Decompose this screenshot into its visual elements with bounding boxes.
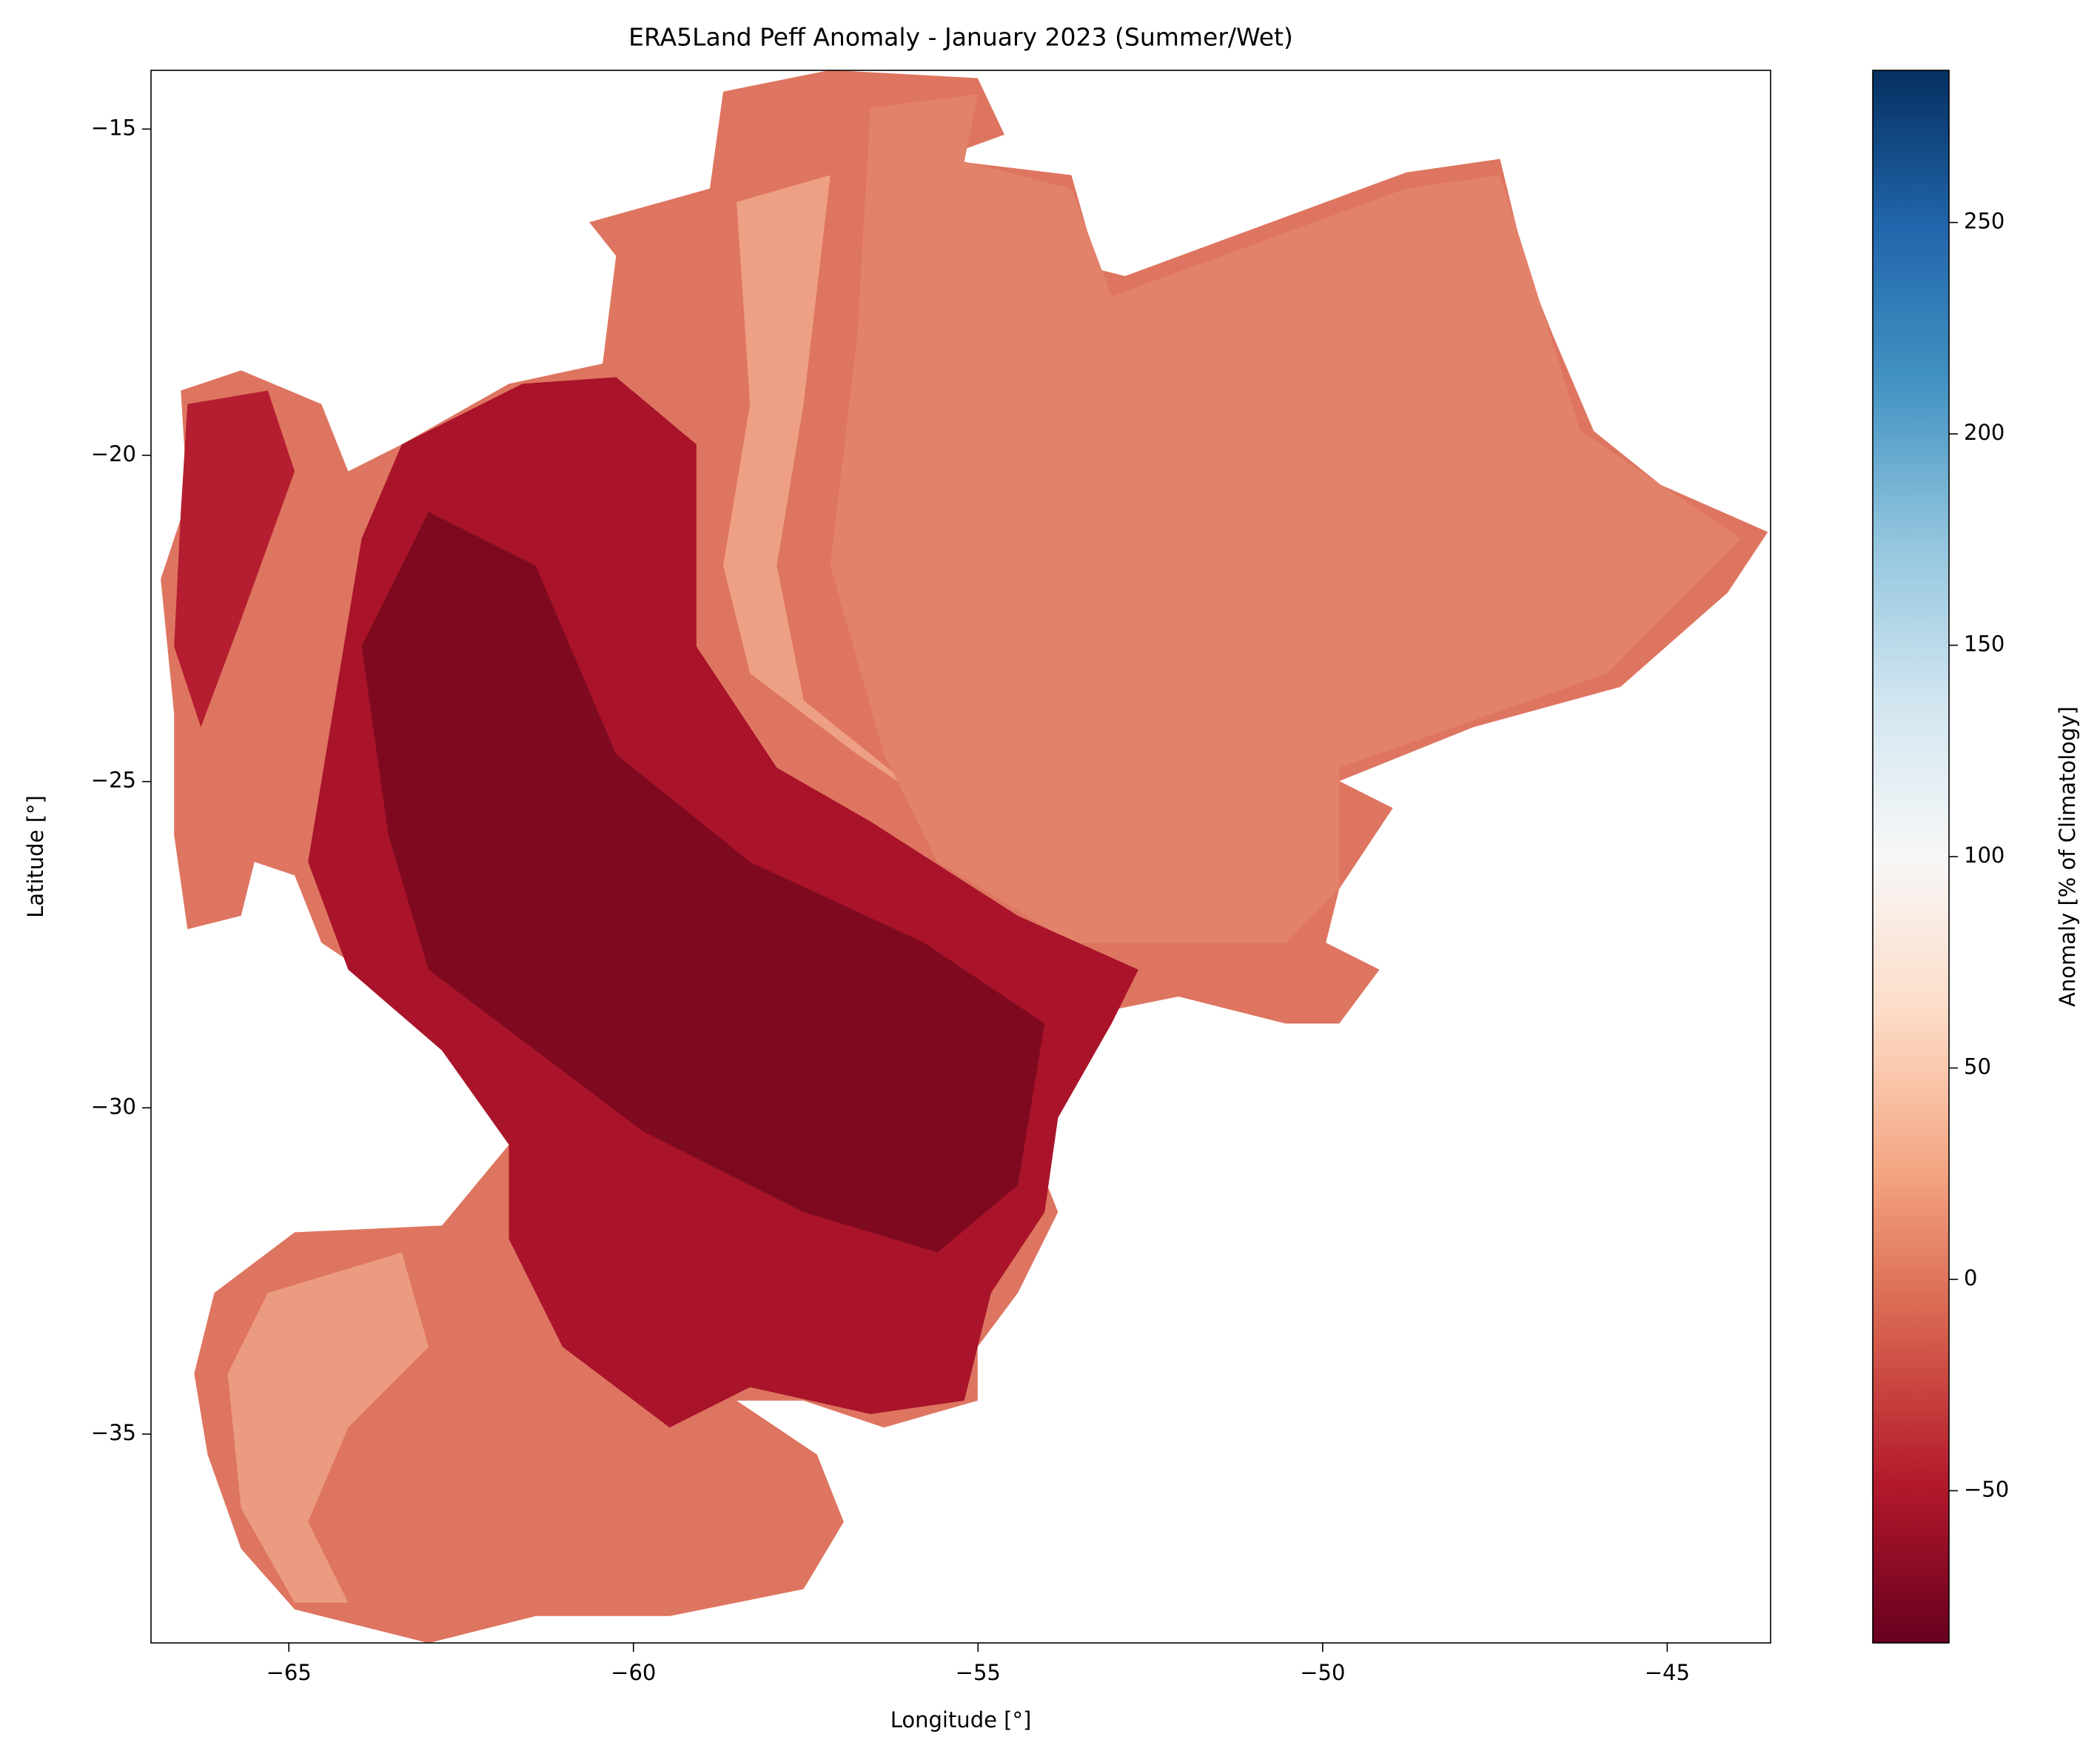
y-tick-label: −30 [91,1094,136,1119]
region-west [174,390,295,728]
y-tick-label: −35 [91,1420,136,1445]
y-tick-label: −25 [91,768,136,793]
x-tick-label: −55 [956,1660,1001,1685]
x-tick-label: −60 [611,1660,656,1685]
colorbar-label: Anomaly [% of Climatology] [2055,706,2080,1007]
region-light [723,175,938,808]
field-map [161,70,1768,1643]
colorbar-tick-label: 0 [1964,1265,1977,1290]
x-tick-label: −65 [266,1660,312,1685]
y-tick-label: −15 [91,115,136,140]
axes-frame [150,70,1771,1644]
colorbar-tick-label: 150 [1964,632,2005,657]
y-tick-label: −20 [91,441,136,466]
colorbar-tick-label: 50 [1964,1054,1991,1079]
colorbar-tick-label: −50 [1964,1476,2009,1501]
colorbar-tick-label: 200 [1964,420,2005,445]
x-tick-label: −45 [1645,1660,1690,1685]
x-tick-label: −50 [1300,1660,1345,1685]
y-axis-label: Latitude [°] [23,795,48,918]
region-core [361,512,1045,1253]
chart-title: ERA5Land Peff Anomaly - January 2023 (Su… [628,23,1293,52]
colorbar-tick-label: 250 [1964,209,2005,234]
x-axis-label: Longitude [°] [890,1707,1032,1732]
region-south-light [227,1252,429,1603]
colorbar [1872,70,1950,1644]
region-ne [830,94,1742,943]
colorbar-tick-label: 100 [1964,843,2005,868]
